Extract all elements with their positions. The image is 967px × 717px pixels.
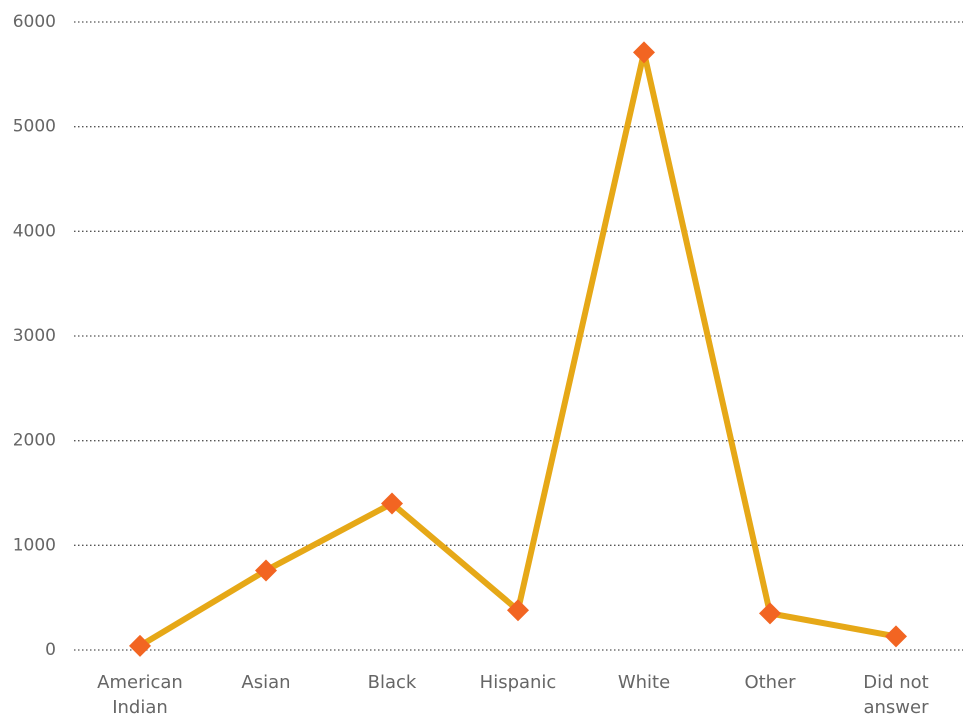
x-category-label: Did not answer	[863, 672, 929, 717]
y-tick-label: 6000	[13, 12, 56, 32]
x-category-label: Hispanic	[480, 672, 557, 693]
y-tick-label: 0	[45, 640, 56, 660]
x-category-label: Asian	[241, 672, 290, 693]
y-tick-label: 2000	[13, 431, 56, 451]
data-point-marker	[633, 41, 655, 64]
x-category-label: Other	[744, 672, 796, 693]
data-point-marker	[129, 634, 151, 657]
series-line	[137, 49, 899, 649]
data-point-marker	[759, 602, 781, 625]
data-point-marker	[381, 492, 403, 515]
y-tick-label: 4000	[13, 221, 56, 241]
y-tick-label: 3000	[13, 326, 56, 346]
data-point-marker	[885, 625, 907, 648]
x-category-label: American Indian	[97, 672, 183, 717]
y-tick-label: 1000	[13, 535, 56, 555]
series-group	[129, 41, 907, 657]
gridlines	[74, 21, 963, 651]
y-tick-label: 5000	[13, 117, 56, 137]
x-category-label: White	[618, 672, 670, 693]
y-axis-ticks: 0 1000 2000 3000 4000 5000 6000	[13, 12, 56, 660]
data-point-marker	[255, 559, 277, 582]
x-category-label: Black	[368, 672, 417, 693]
data-point-marker	[507, 599, 529, 622]
x-axis-labels: American Indian Asian Black Hispanic White Oth…	[97, 672, 929, 717]
